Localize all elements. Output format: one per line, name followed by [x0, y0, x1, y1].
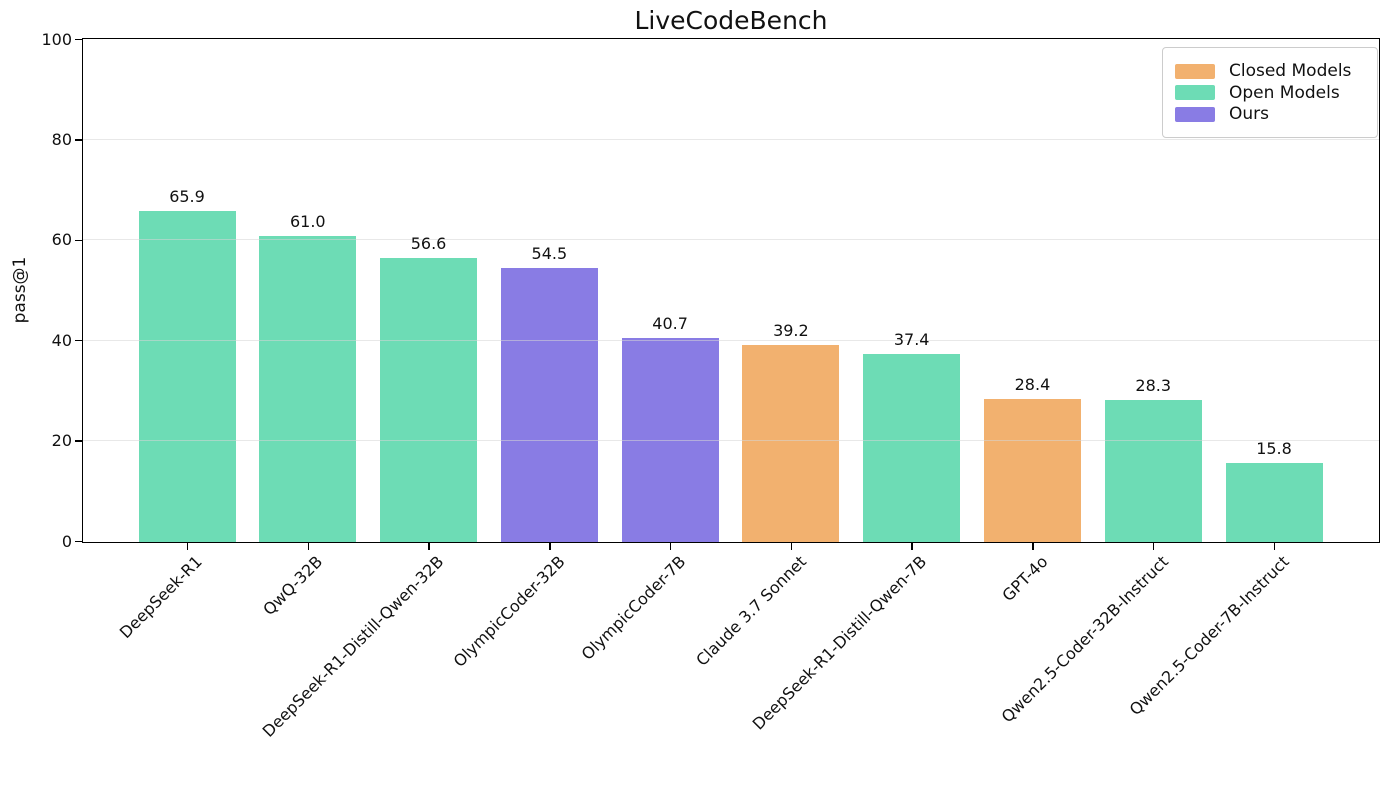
- x-tick-mark: [428, 543, 430, 550]
- bar-value-label: 37.4: [893, 330, 930, 350]
- y-tick-mark: [75, 139, 82, 141]
- y-tick-label: 20: [51, 431, 72, 451]
- legend-label: Ours: [1229, 104, 1270, 124]
- x-tick-label-OlympicCoder-32B: OlympicCoder-32B: [449, 552, 569, 671]
- y-tick-mark: [75, 339, 82, 342]
- bar-value-label: 28.4: [1014, 375, 1051, 395]
- bar-value-label: 28.3: [1135, 375, 1172, 395]
- legend: Closed Models Open Models Ours: [1162, 47, 1378, 138]
- bar-value-label: 40.7: [652, 313, 688, 333]
- gridline-80: [83, 138, 1379, 140]
- bar-value-label: 61.0: [289, 211, 326, 231]
- bar-DeepSeek-R1-Distill-Qwen-7B: [863, 354, 961, 542]
- chart-title: LiveCodeBench: [634, 6, 828, 35]
- x-tick-mark: [549, 543, 551, 550]
- y-axis-label: pass@1: [10, 256, 30, 324]
- bar-OlympicCoder-32B: [500, 268, 598, 542]
- legend-swatch-ours: [1175, 106, 1215, 122]
- bar-value-label: 15.8: [1256, 438, 1292, 458]
- gridline-40: [83, 339, 1379, 341]
- legend-swatch-closed: [1175, 63, 1215, 79]
- y-tick-mark: [75, 239, 82, 242]
- bar-value-label: 54.5: [531, 244, 568, 264]
- x-tick-label-OlympicCoder-7B: OlympicCoder-7B: [577, 552, 690, 664]
- x-tick-mark: [911, 543, 913, 550]
- x-tick-mark: [1032, 543, 1034, 550]
- bar-Claude 3.7 Sonnet: [742, 345, 840, 542]
- gridline-20: [83, 440, 1379, 442]
- legend-label: Open Models: [1229, 82, 1340, 103]
- y-tick-mark: [75, 440, 82, 442]
- x-tick-mark: [1152, 543, 1155, 550]
- legend-label: Closed Models: [1229, 61, 1352, 81]
- y-tick-label: 0: [61, 531, 72, 551]
- legend-item-closed: Closed Models: [1175, 61, 1365, 81]
- x-tick-label-GPT-4o: GPT-4o: [998, 552, 1052, 606]
- bar-GPT-4o: [983, 399, 1081, 542]
- y-tick-label: 100: [41, 29, 72, 49]
- y-tick-mark: [75, 38, 82, 41]
- legend-swatch-open: [1175, 85, 1215, 100]
- bar-DeepSeek-R1: [138, 211, 236, 542]
- bar-value-label: 56.6: [410, 233, 447, 253]
- x-tick-mark: [790, 543, 793, 550]
- bar-DeepSeek-R1-Distill-Qwen-32B: [380, 257, 478, 542]
- x-tick-mark: [307, 543, 310, 550]
- y-tick-label: 40: [51, 330, 72, 350]
- gridline-60: [83, 239, 1379, 241]
- y-tick-mark: [75, 540, 82, 543]
- bar-QwQ-32B: [259, 235, 357, 542]
- bar-OlympicCoder-7B: [621, 337, 719, 542]
- y-tick-label: 80: [51, 129, 72, 149]
- x-tick-label-QwQ-32B: QwQ-32B: [259, 552, 327, 620]
- bar-Qwen2.5-Coder-32B-Instruct: [1104, 399, 1202, 542]
- x-tick-mark: [186, 543, 189, 550]
- x-tick-mark: [1273, 543, 1276, 550]
- legend-item-open: Open Models: [1175, 82, 1365, 103]
- y-tick-label: 60: [51, 230, 72, 250]
- bar-Qwen2.5-Coder-7B-Instruct: [1225, 462, 1323, 542]
- x-tick-label-DeepSeek-R1: DeepSeek-R1: [115, 552, 206, 643]
- x-tick-mark: [669, 543, 672, 550]
- bar-value-label: 39.2: [773, 321, 809, 341]
- x-tick-label-Claude 3.7 Sonnet: Claude 3.7 Sonnet: [692, 552, 810, 670]
- bar-value-label: 65.9: [169, 187, 205, 207]
- legend-item-ours: Ours: [1175, 104, 1365, 124]
